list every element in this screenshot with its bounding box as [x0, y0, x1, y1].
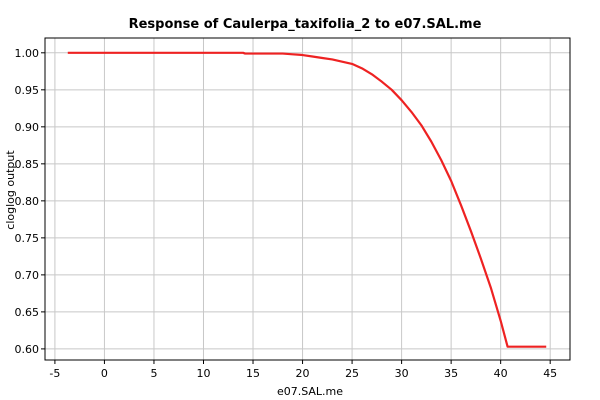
y-tick-label: 1.00 — [15, 47, 40, 60]
x-tick-label: 5 — [150, 367, 157, 380]
x-tick-label: -5 — [49, 367, 60, 380]
y-axis-ticks: 0.60 0.65 0.70 0.75 0.80 0.85 0.90 0.95 1.00 — [15, 47, 45, 356]
y-tick-label: 0.60 — [15, 343, 40, 356]
x-tick-label: 45 — [543, 367, 557, 380]
x-tick-label: 10 — [196, 367, 210, 380]
y-tick-label: 0.80 — [15, 195, 40, 208]
plot-border — [44, 37, 571, 361]
y-axis-label: cloglog output — [4, 150, 17, 230]
series-line — [67, 51, 547, 348]
y-tick-label: 0.70 — [15, 269, 40, 282]
x-axis-ticks: -5 0 5 10 15 20 25 30 35 40 45 — [49, 360, 557, 380]
y-tick-label: 0.65 — [15, 306, 40, 319]
y-tick-label: 0.75 — [15, 232, 40, 245]
x-tick-label: 30 — [395, 367, 409, 380]
x-tick-label: 15 — [246, 367, 260, 380]
x-tick-label: 40 — [494, 367, 508, 380]
y-tick-label: 0.90 — [15, 121, 40, 134]
plot-area — [44, 37, 571, 361]
x-axis-label: e07.SAL.me — [277, 385, 343, 398]
chart-title: Response of Caulerpa_taxifolia_2 to e07.… — [129, 17, 482, 32]
y-tick-label: 0.85 — [15, 158, 40, 171]
x-tick-label: 20 — [296, 367, 310, 380]
grid-lines — [45, 38, 570, 360]
y-tick-label: 0.95 — [15, 84, 40, 97]
x-tick-label: 25 — [345, 367, 359, 380]
x-tick-label: 35 — [444, 367, 458, 380]
x-tick-label: 0 — [101, 367, 108, 380]
series-layer — [67, 51, 547, 348]
